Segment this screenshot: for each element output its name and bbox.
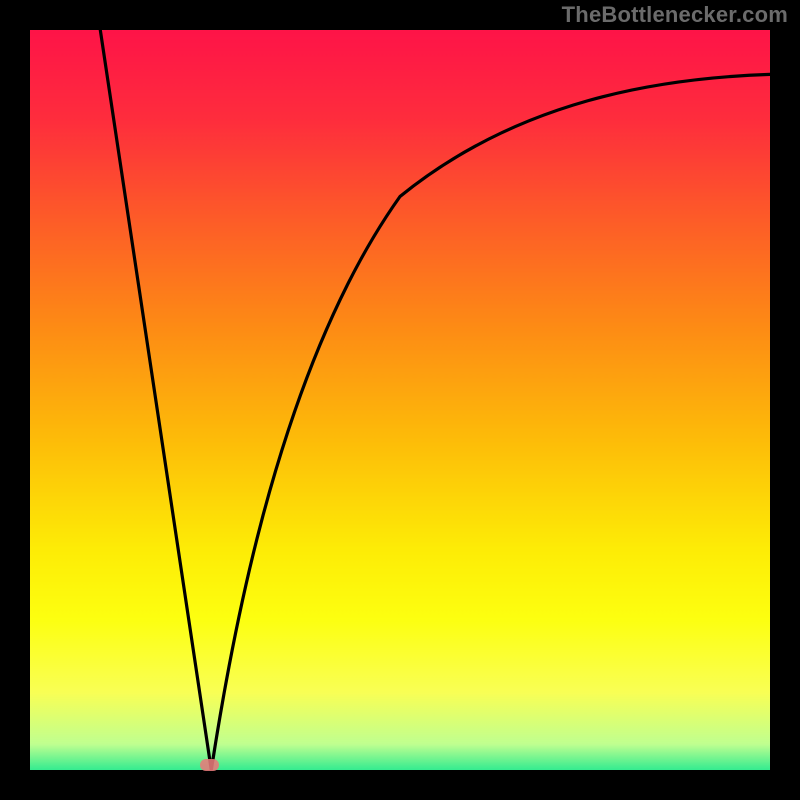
chart-frame: TheBottlenecker.com — [0, 0, 800, 800]
plot-area — [30, 30, 770, 770]
watermark-text: TheBottlenecker.com — [562, 2, 788, 28]
background-gradient-canvas — [30, 30, 770, 770]
